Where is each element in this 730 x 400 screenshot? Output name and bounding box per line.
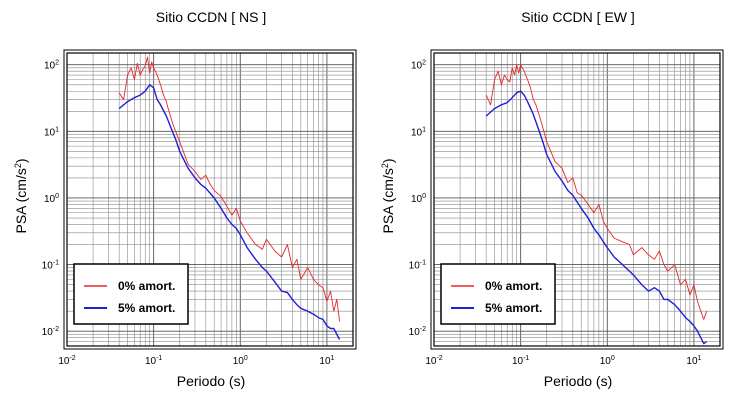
plot-frame <box>433 52 721 347</box>
legend: 0% amort. 5% amort. <box>440 263 556 325</box>
x-tick-label: 100 <box>233 355 248 367</box>
y-tick-label: 102 <box>411 60 426 72</box>
y-tick-label: 10-1 <box>409 260 426 272</box>
chart-title: Sitio CCDN [ EW ] <box>521 9 635 25</box>
x-tick-label: 101 <box>319 355 334 367</box>
y-axis-title: PSA (cm/s2) <box>380 158 396 233</box>
legend-label: 0% amort. <box>485 279 542 293</box>
chart-panel-ns: Sitio CCDN [ NS ] Periodo (s) PSA (cm/s2… <box>13 9 357 389</box>
plot-frame-outer <box>430 49 724 350</box>
y-tick-label: 10-1 <box>42 260 59 272</box>
series-line-amort-5 <box>485 90 708 345</box>
y-axis-title: PSA (cm/s2) <box>13 158 29 233</box>
x-tick-label: 10-1 <box>512 355 529 367</box>
y-tick-label: 100 <box>411 193 426 205</box>
x-tick-label: 10-1 <box>145 355 162 367</box>
x-tick-label: 101 <box>686 355 701 367</box>
plot-frame-outer <box>63 49 357 350</box>
series-line-amort-0 <box>485 64 708 320</box>
legend-label: 5% amort. <box>118 301 175 315</box>
grid <box>66 53 354 347</box>
y-tick-label: 10-2 <box>409 326 426 338</box>
y-tick-label: 101 <box>44 126 59 138</box>
x-tick-label: 10-2 <box>425 355 442 367</box>
legend: 0% amort. 5% amort. <box>73 263 189 325</box>
y-tick-label: 10-2 <box>42 326 59 338</box>
legend-label: 0% amort. <box>118 279 175 293</box>
chart-title: Sitio CCDN [ NS ] <box>156 9 266 25</box>
chart-panel-ew: Sitio CCDN [ EW ] Periodo (s) PSA (cm/s2… <box>380 9 724 389</box>
legend-box <box>73 263 189 325</box>
legend-box <box>440 263 556 325</box>
series-line-amort-5 <box>118 84 341 340</box>
legend-label: 5% amort. <box>485 301 542 315</box>
y-tick-label: 102 <box>44 60 59 72</box>
y-tick-label: 100 <box>44 193 59 205</box>
x-tick-label: 100 <box>600 355 615 367</box>
x-tick-label: 10-2 <box>58 355 75 367</box>
series-line-amort-0 <box>118 56 341 322</box>
y-tick-label: 101 <box>411 126 426 138</box>
x-axis-title: Periodo (s) <box>544 373 612 389</box>
x-axis-title: Periodo (s) <box>177 373 245 389</box>
plot-frame <box>66 52 354 347</box>
